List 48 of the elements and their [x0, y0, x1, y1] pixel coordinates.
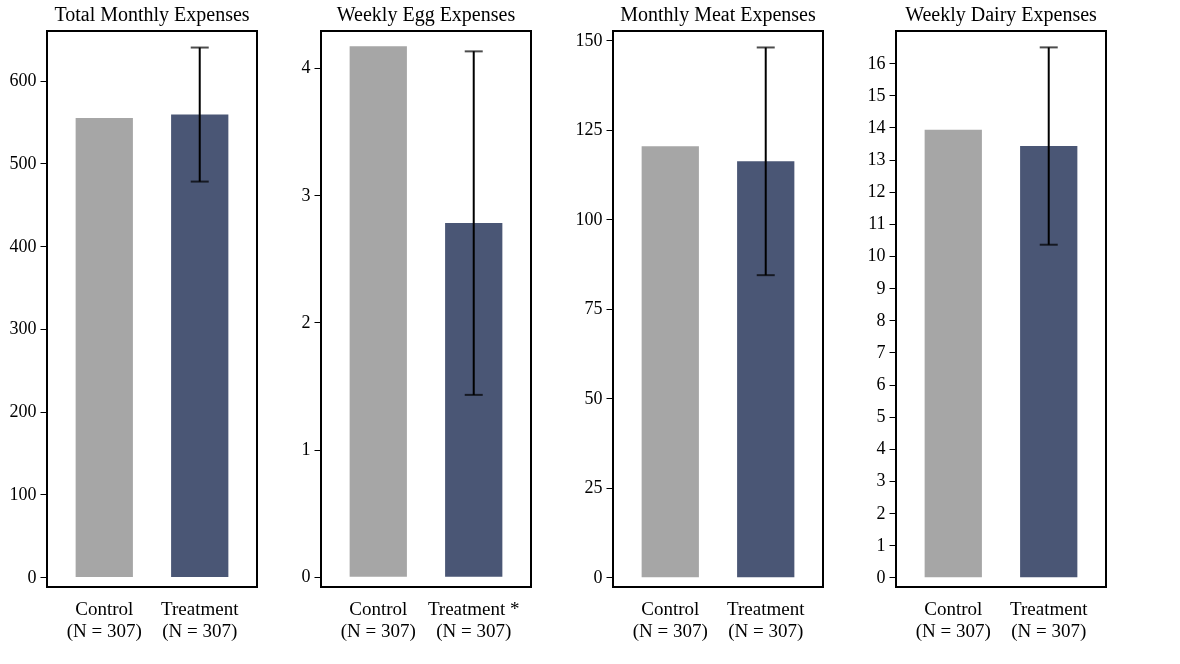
y-tick-label: 3 — [301, 184, 311, 205]
y-tick-label: 0 — [876, 566, 886, 587]
y-tick-label: 600 — [9, 70, 37, 91]
y-tick-label: 16 — [867, 52, 886, 73]
y-tick-label: 14 — [867, 116, 886, 137]
x-tick-label: Treatment (N = 307) — [727, 597, 806, 642]
y-tick-label: 150 — [575, 29, 603, 50]
y-tick-label: 100 — [9, 483, 37, 504]
y-tick-label: 0 — [593, 566, 603, 587]
y-tick-label: 75 — [584, 298, 603, 319]
x-tick-label: Control (N = 307) — [66, 597, 142, 642]
y-tick-label: 500 — [9, 152, 37, 173]
x-tick-label: Control (N = 307) — [632, 597, 708, 642]
y-tick-label: 6 — [876, 374, 886, 395]
chart-title: Weekly Dairy Expenses — [905, 3, 1098, 26]
y-tick-label: 8 — [876, 309, 886, 330]
chart-title: Monthly Meat Expenses — [620, 3, 816, 26]
y-tick-label: 300 — [9, 318, 37, 339]
x-tick-label: Control (N = 307) — [915, 597, 991, 642]
x-tick-label: Treatment * (N = 307) — [427, 597, 520, 642]
y-tick-label: 4 — [876, 438, 886, 459]
x-tick-label: Treatment (N = 307) — [1010, 597, 1089, 642]
y-tick-label: 13 — [867, 149, 886, 170]
y-tick-label: 7 — [876, 341, 886, 362]
y-tick-label: 11 — [868, 213, 886, 234]
x-tick-label: Treatment (N = 307) — [161, 597, 240, 642]
y-tick-label: 5 — [876, 406, 886, 427]
x-tick-label: Control (N = 307) — [340, 597, 416, 642]
y-tick-label: 0 — [27, 566, 37, 587]
y-tick-label: 125 — [575, 119, 603, 140]
y-tick-label: 4 — [301, 57, 311, 78]
chart-title: Weekly Egg Expenses — [336, 3, 516, 26]
y-tick-label: 2 — [876, 502, 886, 523]
y-tick-label: 25 — [584, 477, 603, 498]
y-tick-label: 1 — [876, 534, 886, 555]
y-tick-label: 200 — [9, 401, 37, 422]
y-tick-label: 50 — [584, 387, 603, 408]
y-tick-label: 0 — [301, 566, 311, 587]
y-tick-label: 15 — [867, 84, 886, 105]
y-tick-label: 9 — [876, 277, 886, 298]
y-tick-label: 12 — [867, 181, 886, 202]
y-tick-label: 2 — [301, 311, 311, 332]
y-tick-label: 10 — [867, 245, 886, 266]
chart-title: Total Monthly Expenses — [54, 3, 250, 26]
y-tick-label: 100 — [575, 208, 603, 229]
y-tick-label: 1 — [301, 439, 311, 460]
y-tick-label: 400 — [9, 235, 37, 256]
y-tick-label: 3 — [876, 470, 886, 491]
